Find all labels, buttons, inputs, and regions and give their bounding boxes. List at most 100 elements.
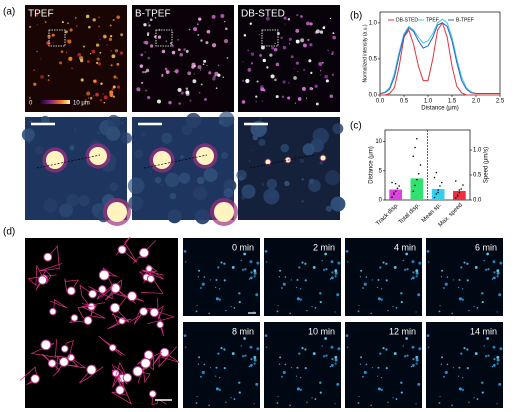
spot (322, 26, 326, 29)
spot (185, 49, 189, 53)
spot (451, 312, 454, 315)
spot (259, 117, 262, 120)
spot (300, 15, 303, 18)
track (112, 361, 128, 388)
spot (218, 119, 225, 125)
spot (400, 292, 403, 295)
spot (411, 276, 415, 280)
spot (458, 286, 460, 289)
spot (458, 297, 462, 301)
frame (345, 322, 422, 408)
spot (223, 262, 226, 265)
spot (266, 178, 278, 190)
cell (37, 275, 48, 285)
spot (223, 279, 226, 282)
spot (308, 178, 315, 184)
spot (253, 311, 255, 313)
spot (319, 161, 324, 165)
spot (215, 286, 217, 289)
spot (415, 269, 419, 273)
image-label: B-TPEF (135, 9, 171, 20)
data-point (417, 172, 420, 175)
spot (296, 297, 300, 301)
spot (250, 52, 255, 56)
spot (377, 375, 379, 377)
spot (296, 278, 299, 281)
y2-axis-label: Speed (μm/s) (484, 147, 490, 183)
spot (29, 96, 31, 99)
spot (85, 14, 90, 19)
spot (387, 310, 389, 312)
spot (36, 50, 38, 53)
spot (241, 184, 256, 199)
spot (336, 382, 340, 386)
spot (278, 363, 281, 365)
spot (304, 279, 307, 282)
bar (389, 189, 402, 200)
frame (183, 322, 260, 408)
spot (230, 397, 232, 399)
spot (294, 102, 296, 104)
cell (145, 265, 153, 273)
spot (89, 96, 93, 100)
spot (295, 39, 300, 44)
spot (410, 365, 413, 368)
series-line (379, 18, 500, 95)
spot (215, 297, 219, 301)
spot (329, 278, 332, 280)
spot (439, 395, 441, 398)
data-point (414, 146, 416, 149)
spot (380, 298, 383, 301)
spot (487, 354, 490, 357)
spot (334, 275, 337, 278)
spot (109, 24, 112, 27)
spot (181, 124, 193, 136)
spot (324, 252, 327, 256)
spot (322, 62, 324, 64)
series-line (379, 22, 500, 95)
spot (466, 279, 469, 282)
spot (358, 305, 360, 307)
spot (217, 64, 220, 67)
spot (319, 292, 322, 295)
spot (99, 39, 101, 41)
spot (301, 200, 304, 203)
spot (241, 268, 245, 272)
spot (499, 261, 503, 265)
spot (195, 402, 198, 404)
spot (197, 363, 200, 365)
spot (492, 364, 496, 367)
spot (180, 155, 184, 159)
spot (208, 404, 211, 407)
spot (169, 42, 173, 45)
spot (238, 381, 241, 384)
spot (167, 209, 182, 224)
spot (296, 387, 300, 391)
time-label: 14 min (470, 326, 497, 336)
spot (484, 268, 488, 272)
spot (248, 159, 251, 162)
spot (491, 365, 494, 368)
spot (295, 29, 300, 33)
cell (60, 344, 69, 353)
data-point (416, 137, 418, 140)
time-label: 4 min (394, 242, 416, 252)
spot (98, 25, 101, 28)
spot (199, 375, 202, 378)
x-tick-label: 1.0 (424, 99, 433, 105)
spot (324, 74, 329, 79)
spot (149, 18, 153, 22)
spot (301, 178, 304, 181)
spot (67, 42, 69, 44)
spot (68, 56, 73, 61)
spot (199, 287, 202, 289)
spot (74, 128, 77, 131)
data-point (393, 193, 395, 195)
spot (415, 311, 417, 313)
spot (318, 61, 323, 66)
spot (334, 271, 338, 275)
spot (28, 25, 32, 28)
data-point (433, 176, 436, 179)
spot (241, 195, 246, 200)
cell (139, 307, 149, 316)
